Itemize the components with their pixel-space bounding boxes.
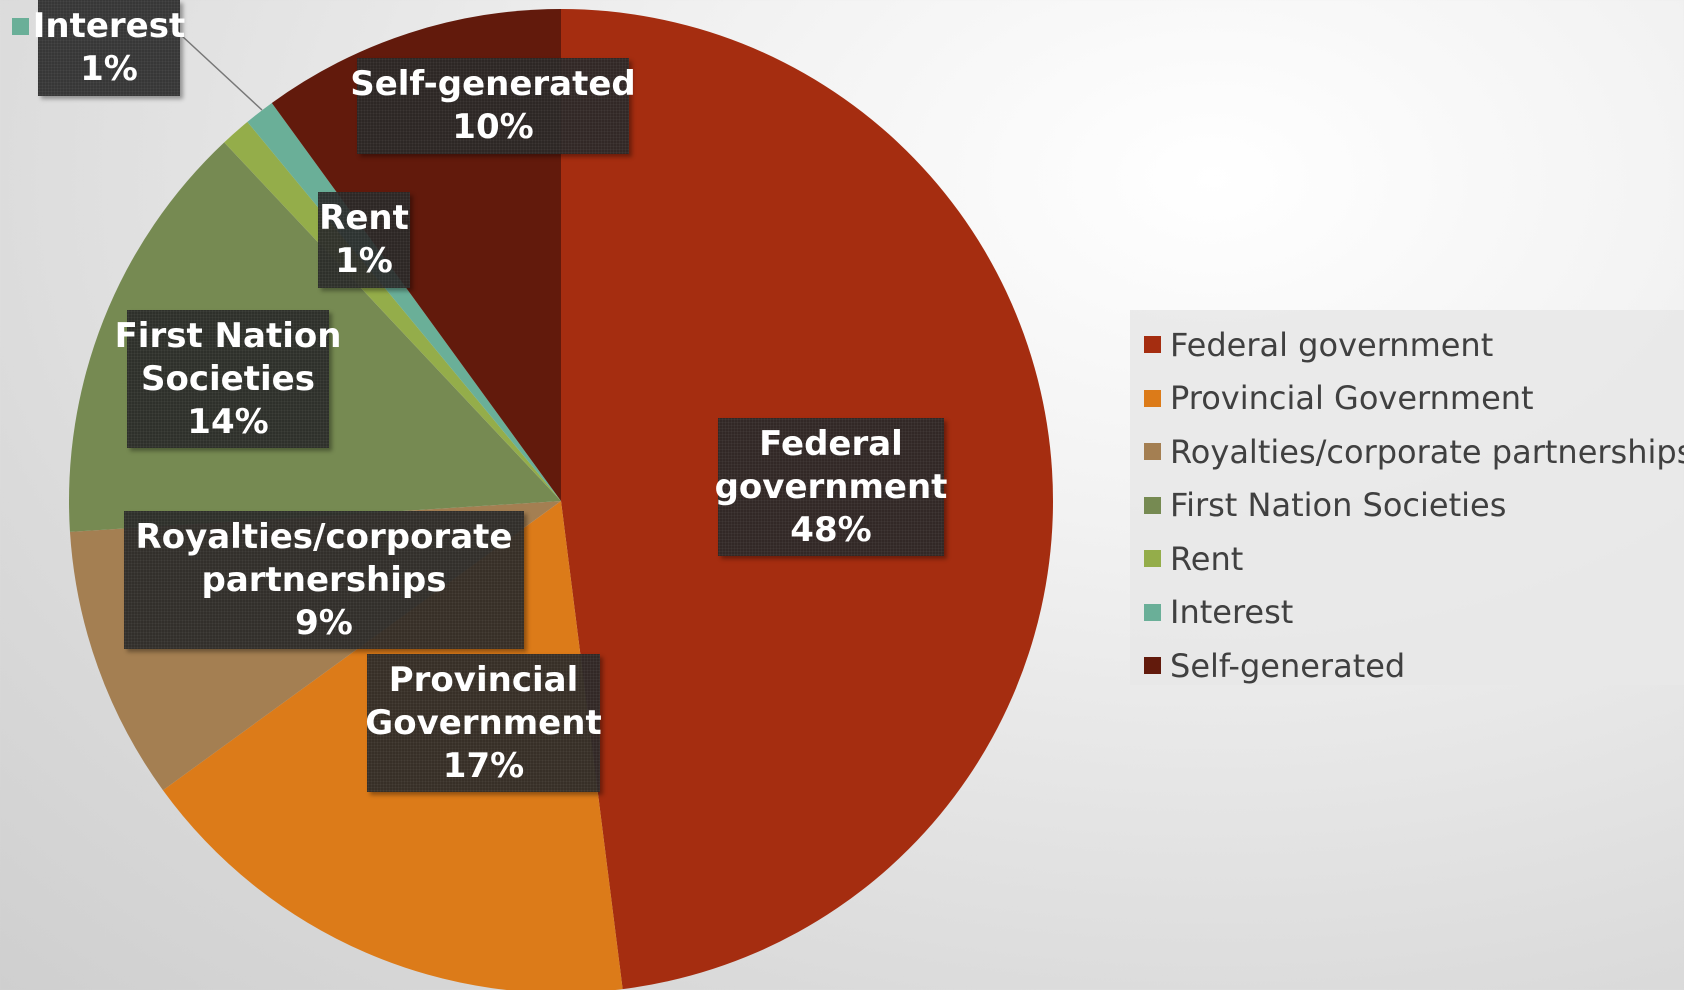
data-label-line: Self-generated [350, 64, 636, 104]
data-label-line: government [714, 466, 948, 507]
pie-slice-rent [224, 121, 561, 502]
data-label-royalties-corporate-partnerships: Royalties/corporate partnerships 9% [124, 511, 524, 649]
legend-swatch [1144, 496, 1161, 514]
data-label-line: First Nation [114, 315, 342, 356]
data-label-line: 48% [790, 509, 872, 550]
data-label-line: Interest [32, 6, 186, 46]
legend-swatch [1144, 657, 1161, 675]
legend-label: First Nation Societies [1170, 486, 1507, 525]
data-label-federal-government: Federal government 48% [715, 418, 947, 556]
interest-legend-key [12, 18, 29, 35]
legend-label: Royalties/corporate partnerships [1170, 432, 1684, 471]
data-label-self-generated: Self-generated 10% [350, 58, 636, 154]
legend-item-provincial-government: Provincial Government [1144, 372, 1684, 426]
data-label-line: Royalties/corporate [135, 516, 513, 557]
legend-label: Federal government [1170, 325, 1494, 364]
legend-swatch [1144, 550, 1161, 568]
legend-item-federal-government: Federal government [1144, 318, 1684, 372]
legend-swatch [1144, 603, 1161, 621]
legend-label: Provincial Government [1170, 379, 1534, 418]
legend-item-interest: Interest [1144, 586, 1684, 640]
legend-item-royalties-corporate-partnerships: Royalties/corporate partnerships [1144, 425, 1684, 479]
legend-item-self-generated: Self-generated [1144, 639, 1684, 693]
data-label-line: Societies [141, 358, 315, 399]
chart-legend: Federal government Provincial Government R… [1130, 310, 1684, 685]
legend-label: Rent [1170, 539, 1244, 578]
data-label-first-nation-societies: First Nation Societies 14% [115, 310, 341, 448]
data-label-line: 14% [187, 401, 269, 442]
data-label-line: Rent [319, 198, 409, 238]
data-label-line: 10% [452, 107, 534, 147]
legend-item-first-nation-societies: First Nation Societies [1144, 479, 1684, 533]
data-label-line: partnerships [201, 559, 447, 600]
legend-label: Self-generated [1170, 646, 1406, 685]
data-label-line: 1% [335, 241, 393, 281]
data-label-line: Provincial [388, 659, 579, 700]
legend-item-rent: Rent [1144, 532, 1684, 586]
data-label-line: 9% [295, 602, 353, 643]
data-label-rent: Rent 1% [318, 192, 410, 288]
data-label-line: 1% [80, 49, 138, 89]
legend-swatch [1144, 336, 1161, 354]
legend-label: Interest [1170, 593, 1294, 632]
data-label-line: Federal [759, 423, 903, 464]
legend-swatch [1144, 389, 1161, 407]
legend-swatch [1144, 443, 1161, 461]
data-label-line: 17% [442, 745, 525, 786]
data-label-interest: Interest 1% [33, 0, 185, 96]
interest-leader-line [181, 35, 263, 111]
data-label-line: Government [365, 702, 602, 743]
data-label-provincial-government: Provincial Government 17% [365, 654, 602, 792]
